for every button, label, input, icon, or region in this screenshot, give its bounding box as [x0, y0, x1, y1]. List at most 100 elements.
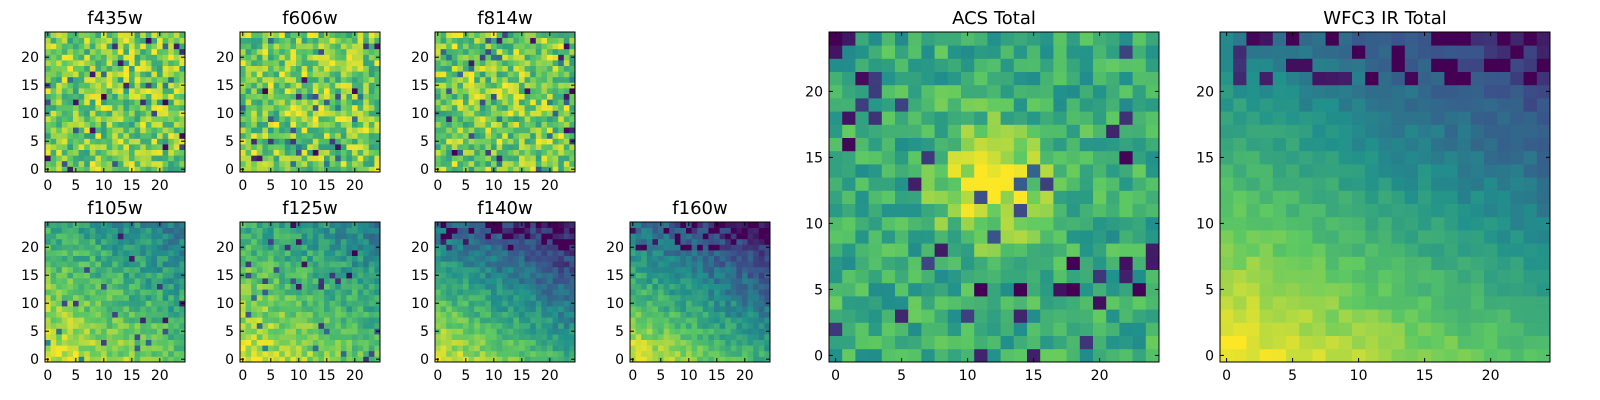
heatmap-cell — [502, 356, 509, 363]
heatmap-cell — [513, 110, 520, 117]
heatmap-cell — [1132, 296, 1147, 310]
heatmap-cell — [346, 127, 353, 134]
heatmap-cell — [680, 283, 687, 290]
heatmap-cell — [686, 283, 692, 290]
heatmap-cell — [268, 93, 274, 100]
heatmap-cell — [730, 255, 737, 262]
heatmap-cell — [312, 116, 319, 122]
heatmap-cell — [268, 317, 274, 324]
heatmap-cell — [502, 110, 509, 117]
heatmap-cell — [251, 345, 258, 352]
heatmap-cell — [697, 244, 704, 251]
heatmap-cell — [435, 60, 441, 66]
heatmap-cell — [646, 306, 653, 312]
heatmap-cell — [491, 110, 497, 117]
heatmap-cell — [524, 82, 531, 89]
heatmap-cell — [702, 278, 709, 284]
heatmap-cell — [524, 127, 531, 134]
heatmap-cell — [324, 116, 330, 122]
heatmap-cell — [519, 54, 525, 61]
heatmap-cell — [446, 37, 453, 44]
heatmap-cell — [669, 306, 676, 312]
x-tick-label: 20 — [541, 368, 559, 384]
heatmap-cell — [674, 300, 681, 307]
heatmap-cell — [61, 339, 68, 346]
heatmap-cell — [547, 71, 553, 78]
heatmap-cell — [1000, 282, 1015, 297]
heatmap-cell — [78, 289, 85, 296]
heatmap-cell — [558, 104, 565, 111]
heatmap-cell — [357, 322, 364, 329]
heatmap-cell — [284, 138, 291, 145]
heatmap-cell — [663, 238, 670, 245]
heatmap-cell — [842, 203, 856, 218]
heatmap-cell — [73, 233, 79, 240]
heatmap-cell — [112, 238, 119, 245]
heatmap-cell — [307, 278, 314, 284]
heatmap-cell — [708, 238, 715, 245]
heatmap-cell — [368, 266, 375, 273]
heatmap-cell — [329, 222, 336, 228]
heatmap-cell — [519, 76, 525, 83]
heatmap-cell — [451, 99, 458, 106]
heatmap-cell — [502, 121, 509, 128]
heatmap-cell — [117, 116, 124, 122]
heatmap-cell — [541, 272, 548, 279]
heatmap-cell — [1093, 296, 1107, 310]
heatmap-cell — [312, 149, 319, 156]
heatmap-cell — [123, 60, 130, 66]
heatmap-cell — [168, 32, 175, 38]
heatmap-cell — [73, 37, 79, 44]
x-tick-label: 5 — [461, 178, 470, 194]
heatmap-cell — [669, 289, 676, 296]
heatmap-cell — [112, 121, 119, 128]
heatmap-cell — [702, 289, 709, 296]
heatmap-cell — [346, 283, 353, 290]
heatmap-cell — [273, 160, 280, 167]
heatmap-cell — [547, 278, 553, 284]
heatmap-cell — [268, 110, 274, 117]
heatmap-cell — [129, 48, 135, 55]
heatmap-cell — [691, 261, 698, 268]
heatmap-cell — [162, 306, 169, 312]
heatmap-cell — [881, 230, 896, 244]
heatmap-cell — [736, 339, 743, 346]
heatmap-cell — [463, 261, 469, 268]
heatmap-cell — [736, 294, 743, 301]
heatmap-cell — [61, 238, 68, 245]
heatmap-cell — [290, 311, 297, 318]
heatmap-cell — [652, 322, 659, 329]
heatmap-cell — [363, 261, 370, 268]
heatmap-cell — [435, 306, 441, 312]
heatmap-cell — [646, 350, 653, 357]
heatmap-cell — [307, 300, 314, 307]
heatmap-cell — [134, 132, 141, 139]
heatmap-cell — [714, 244, 720, 251]
heatmap-cell — [658, 328, 664, 335]
heatmap-cell — [123, 328, 130, 335]
heatmap-cell — [335, 132, 342, 139]
heatmap-cell — [312, 227, 319, 234]
heatmap-cell — [947, 164, 962, 178]
heatmap-cell — [140, 300, 147, 307]
heatmap-cell — [961, 216, 975, 231]
heatmap-cell — [630, 227, 636, 234]
heatmap-cell — [256, 300, 263, 307]
heatmap-cell — [446, 283, 453, 290]
heatmap-cell — [463, 132, 469, 139]
heatmap-cell — [296, 334, 302, 340]
heatmap-cell — [374, 48, 381, 55]
heatmap-cell — [440, 132, 447, 139]
heatmap-cell — [530, 166, 537, 173]
heatmap-cell — [151, 300, 158, 307]
heatmap-cell — [457, 65, 464, 72]
heatmap-cell — [747, 294, 754, 301]
heatmap-cell — [463, 250, 469, 256]
heatmap-cell — [987, 164, 1001, 178]
heatmap-cell — [524, 54, 531, 61]
heatmap-cell — [474, 160, 481, 167]
heatmap-cell — [463, 300, 469, 307]
heatmap-cell — [468, 76, 475, 83]
heatmap-cell — [758, 261, 765, 268]
